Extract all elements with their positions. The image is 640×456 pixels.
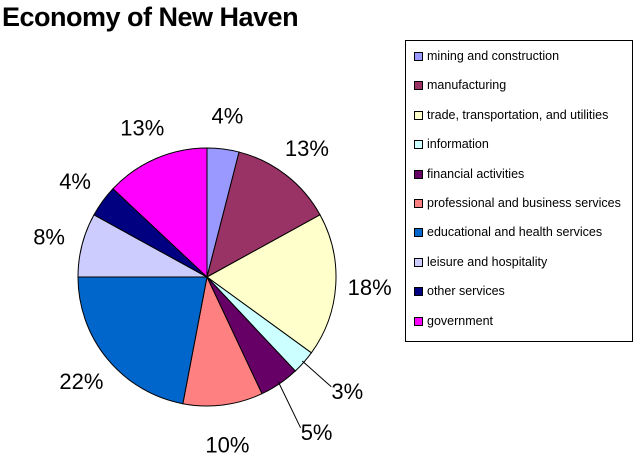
data-label-financial-activities: 5% [301,420,333,445]
legend-swatch [414,257,423,267]
leader-lines [277,360,332,429]
data-labels: 4% 13% 18% 3% 5% 10% 22% 8% 4% 13% [33,103,392,456]
legend-label: information [427,137,489,152]
legend-swatch [414,316,423,326]
pie-slice-professional-and-business-services [182,275,263,407]
data-label-mining-and-construction: 4% [212,103,244,128]
legend-swatch [414,81,423,91]
legend-swatch [414,140,423,150]
chart-title: Economy of New Haven [2,2,299,32]
legend-label: mining and construction [427,49,560,63]
leader-line-financial-activities [277,381,302,429]
legend-swatch [414,228,423,238]
data-label-manufacturing: 13% [285,136,329,161]
data-label-professional-and-business-services: 10% [205,433,249,456]
data-label-other-services: 4% [59,169,91,194]
legend-swatch [414,199,423,208]
legend-label: government [427,313,494,328]
legend-swatch [414,110,423,120]
legend-label: other services [427,284,505,299]
legend-label: educational and health services [427,225,603,240]
legend-swatch [414,287,423,297]
legend-label: trade, transportation, and utilities [427,107,609,122]
pie-slice-manufacturing [206,151,321,278]
legend-swatch [414,169,423,179]
pie-slice-educational-and-health-services [77,276,208,405]
pie-slice-government [112,147,208,279]
data-label-leisure-and-hospitality: 8% [33,225,65,250]
data-label-educational-and-health-services: 22% [59,369,103,394]
data-label-information: 3% [331,379,363,404]
legend-label: financial activities [427,166,525,181]
legend-label: leisure and hospitality [427,254,548,269]
data-label-trade-transportation-and-utilities: 18% [348,275,392,300]
pie-slice-trade-transportation-and-utilities [206,214,337,354]
legend: mining and construction manufacturing trad… [405,40,633,342]
leader-line-information [301,360,332,388]
legend-label: professional and business services [427,196,621,210]
data-label-government: 13% [120,115,164,140]
legend-swatch [414,52,423,61]
legend-label: manufacturing [427,78,507,93]
pie-slices [77,147,337,407]
